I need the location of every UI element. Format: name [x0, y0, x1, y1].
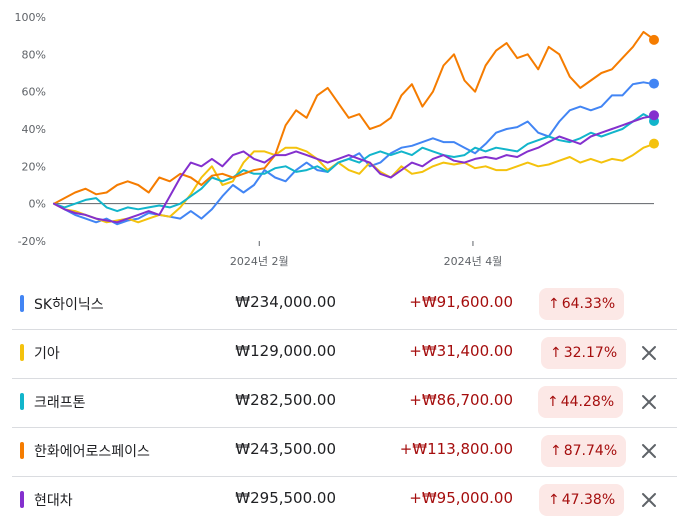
y-tick-label: 40% — [22, 123, 46, 136]
y-tick-label: 60% — [22, 86, 46, 99]
y-tick-label: 20% — [22, 160, 46, 173]
arrow-up-icon: ↑ — [550, 443, 562, 459]
price-change: +₩113,800.00 — [399, 440, 513, 458]
series-color-swatch — [20, 393, 24, 410]
price-change: +₩31,400.00 — [409, 342, 513, 360]
stock-name[interactable]: 기아 — [34, 346, 60, 362]
series-color-swatch — [20, 344, 24, 361]
close-icon[interactable] — [639, 392, 659, 412]
series-end-point[interactable] — [649, 78, 659, 89]
series-color-swatch — [20, 491, 24, 508]
close-icon[interactable] — [639, 441, 659, 461]
series-line[interactable] — [53, 113, 655, 213]
stock-price: ₩234,000.00 — [235, 293, 336, 311]
close-icon[interactable] — [639, 343, 659, 363]
percent-change-badge: ↑ 87.74% — [541, 435, 627, 467]
percent-change-value: 44.28% — [560, 394, 615, 410]
percent-change-badge: ↑ 64.33% — [539, 288, 625, 320]
series-end-point[interactable] — [649, 110, 659, 121]
list-item[interactable]: 한화에어로스페이스 ₩243,500.00 +₩113,800.00 ↑ 87.7… — [0, 427, 677, 476]
stock-price: ₩129,000.00 — [235, 342, 336, 360]
series-end-point[interactable] — [649, 138, 659, 149]
stock-price: ₩243,500.00 — [235, 440, 336, 458]
price-change: +₩95,000.00 — [409, 489, 513, 507]
arrow-up-icon: ↑ — [548, 492, 560, 508]
list-item[interactable]: 현대차 ₩295,500.00 +₩95,000.00 ↑ 47.38% — [0, 476, 677, 524]
list-item[interactable]: 기아 ₩129,000.00 +₩31,400.00 ↑ 32.17% — [0, 329, 677, 378]
percent-change-value: 87.74% — [563, 443, 618, 459]
percent-change-value: 47.38% — [561, 492, 616, 508]
series-line[interactable] — [53, 30, 655, 205]
series-color-swatch — [20, 295, 24, 312]
y-tick-label: 100% — [15, 11, 46, 24]
arrow-up-icon: ↑ — [548, 296, 560, 312]
stock-name[interactable]: 한화에어로스페이스 — [34, 444, 150, 460]
list-item[interactable]: SK하이닉스 ₩234,000.00 +₩91,600.00 ↑ 64.33% — [0, 280, 677, 329]
series-line[interactable] — [53, 142, 655, 224]
stock-price: ₩282,500.00 — [235, 391, 336, 409]
stock-price: ₩295,500.00 — [235, 489, 336, 507]
x-tick-label: 2024년 2월 — [230, 255, 289, 268]
series-line[interactable] — [53, 114, 655, 224]
comparison-list: SK하이닉스 ₩234,000.00 +₩91,600.00 ↑ 64.33% 기… — [0, 280, 677, 524]
series-end-point[interactable] — [649, 34, 659, 45]
x-tick-label: 2024년 4월 — [444, 255, 503, 268]
price-change: +₩86,700.00 — [409, 391, 513, 409]
y-tick-label: 80% — [22, 48, 46, 61]
stock-name[interactable]: 크래프톤 — [34, 395, 86, 411]
percent-change-badge: ↑ 47.38% — [539, 484, 625, 516]
series-line[interactable] — [53, 81, 655, 226]
y-tick-label: 0% — [29, 198, 46, 211]
series-color-swatch — [20, 442, 24, 459]
stock-name[interactable]: SK하이닉스 — [34, 297, 104, 313]
close-icon[interactable] — [639, 490, 659, 510]
percent-change-value: 32.17% — [563, 345, 618, 361]
percent-change-badge: ↑ 32.17% — [541, 337, 627, 369]
stock-name[interactable]: 현대차 — [34, 493, 73, 509]
percent-change-value: 64.33% — [561, 296, 616, 312]
price-change: +₩91,600.00 — [409, 293, 513, 311]
arrow-up-icon: ↑ — [547, 394, 559, 410]
percent-change-badge: ↑ 44.28% — [538, 386, 624, 418]
arrow-up-icon: ↑ — [550, 345, 562, 361]
y-tick-label: -20% — [18, 235, 46, 248]
list-item[interactable]: 크래프톤 ₩282,500.00 +₩86,700.00 ↑ 44.28% — [0, 378, 677, 427]
comparison-chart[interactable]: 100% 80% 60% 40% 20% 0% -20% 2024년 2월 2024년 4월 — [0, 0, 677, 282]
